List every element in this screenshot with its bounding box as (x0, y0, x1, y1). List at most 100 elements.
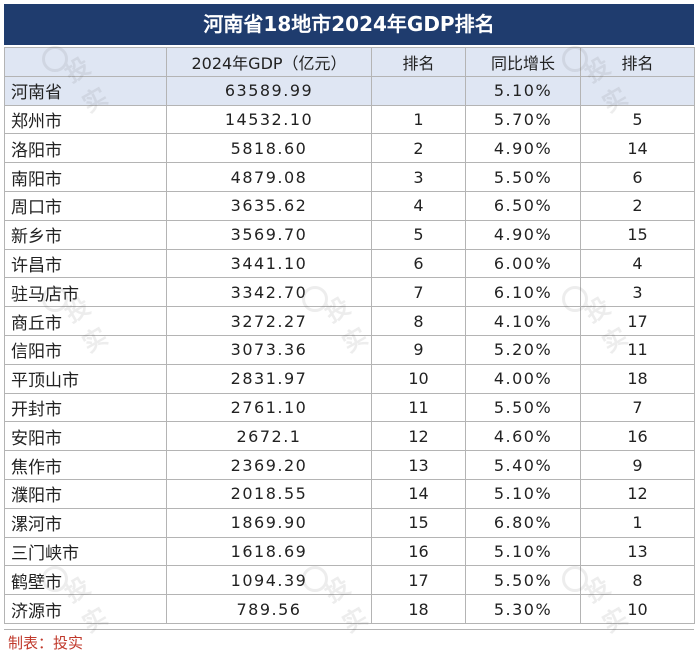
city-gdp-rank: 14 (371, 478, 466, 509)
province-row: 河南省 63589.99 5.10% (4, 75, 695, 106)
city-gdp-rank: 13 (371, 450, 466, 480)
table-row: 漯河市 1869.90 15 6.80% 1 (4, 507, 695, 538)
city-growth-rank: 8 (580, 565, 695, 596)
city-name: 开封市 (4, 392, 167, 423)
city-growth: 5.70% (465, 104, 581, 135)
city-gdp-rank: 7 (371, 277, 466, 308)
city-name: 平顶山市 (4, 363, 167, 394)
city-gdp: 4879.08 (166, 162, 372, 192)
city-gdp: 3441.10 (166, 248, 372, 279)
table-row: 鹤壁市 1094.39 17 5.50% 8 (4, 565, 695, 596)
table-row: 周口市 3635.62 4 6.50% 2 (4, 190, 695, 221)
city-growth-rank: 15 (580, 219, 695, 250)
city-gdp-rank: 9 (371, 334, 466, 365)
city-name: 商丘市 (4, 306, 167, 336)
city-growth: 6.80% (465, 507, 581, 538)
city-gdp-rank: 17 (371, 565, 466, 596)
city-gdp: 14532.10 (166, 104, 372, 135)
city-gdp-rank: 1 (371, 104, 466, 135)
city-growth: 5.10% (465, 478, 581, 509)
city-growth-rank: 13 (580, 536, 695, 567)
province-gdp: 63589.99 (166, 75, 372, 106)
city-gdp: 3342.70 (166, 277, 372, 308)
city-name: 焦作市 (4, 450, 167, 480)
city-growth: 4.60% (465, 421, 581, 452)
table-row: 洛阳市 5818.60 2 4.90% 14 (4, 133, 695, 164)
city-growth: 5.50% (465, 162, 581, 192)
city-growth-rank: 11 (580, 334, 695, 365)
city-growth-rank: 4 (580, 248, 695, 279)
city-name: 南阳市 (4, 162, 167, 192)
table-row: 新乡市 3569.70 5 4.90% 15 (4, 219, 695, 250)
city-gdp-rank: 8 (371, 306, 466, 336)
city-name: 三门峡市 (4, 536, 167, 567)
city-growth-rank: 1 (580, 507, 695, 538)
city-gdp: 3569.70 (166, 219, 372, 250)
table-row: 许昌市 3441.10 6 6.00% 4 (4, 248, 695, 279)
city-gdp: 1869.90 (166, 507, 372, 538)
table-footer: 制表：投实 (4, 629, 694, 653)
city-gdp-rank: 2 (371, 133, 466, 164)
table-header-row: 2024年GDP（亿元） 排名 同比增长 排名 (4, 47, 695, 77)
city-gdp-rank: 4 (371, 190, 466, 221)
city-gdp-rank: 10 (371, 363, 466, 394)
table-row: 驻马店市 3342.70 7 6.10% 3 (4, 277, 695, 308)
header-growth: 同比增长 (465, 47, 581, 77)
city-growth-rank: 10 (580, 594, 695, 624)
table-row: 安阳市 2672.1 12 4.60% 16 (4, 421, 695, 452)
city-growth-rank: 12 (580, 478, 695, 509)
city-name: 郑州市 (4, 104, 167, 135)
city-name: 新乡市 (4, 219, 167, 250)
city-growth-rank: 18 (580, 363, 695, 394)
city-growth-rank: 2 (580, 190, 695, 221)
table-row: 商丘市 3272.27 8 4.10% 17 (4, 306, 695, 336)
city-growth: 6.10% (465, 277, 581, 308)
city-growth: 4.00% (465, 363, 581, 394)
city-growth-rank: 9 (580, 450, 695, 480)
city-name: 洛阳市 (4, 133, 167, 164)
table-row: 平顶山市 2831.97 10 4.00% 18 (4, 363, 695, 394)
city-growth: 5.10% (465, 536, 581, 567)
city-name: 驻马店市 (4, 277, 167, 308)
city-gdp: 3272.27 (166, 306, 372, 336)
city-growth-rank: 7 (580, 392, 695, 423)
city-gdp: 2018.55 (166, 478, 372, 509)
city-name: 周口市 (4, 190, 167, 221)
city-growth: 6.00% (465, 248, 581, 279)
city-gdp: 5818.60 (166, 133, 372, 164)
city-name: 济源市 (4, 594, 167, 624)
city-gdp-rank: 6 (371, 248, 466, 279)
city-name: 鹤壁市 (4, 565, 167, 596)
table-row: 濮阳市 2018.55 14 5.10% 12 (4, 478, 695, 509)
city-growth: 5.40% (465, 450, 581, 480)
city-name: 濮阳市 (4, 478, 167, 509)
province-gdp-rank (371, 75, 466, 106)
table-row: 南阳市 4879.08 3 5.50% 6 (4, 162, 695, 192)
city-gdp: 1094.39 (166, 565, 372, 596)
city-gdp-rank: 11 (371, 392, 466, 423)
city-gdp-rank: 18 (371, 594, 466, 624)
city-gdp: 2831.97 (166, 363, 372, 394)
city-growth-rank: 16 (580, 421, 695, 452)
city-growth: 4.10% (465, 306, 581, 336)
city-gdp: 2672.1 (166, 421, 372, 452)
city-growth: 5.20% (465, 334, 581, 365)
city-growth: 5.50% (465, 392, 581, 423)
header-city (4, 47, 167, 77)
header-growth-rank: 排名 (580, 47, 695, 77)
city-growth: 5.50% (465, 565, 581, 596)
city-gdp-rank: 3 (371, 162, 466, 192)
city-growth: 5.30% (465, 594, 581, 624)
city-gdp: 3635.62 (166, 190, 372, 221)
city-growth-rank: 6 (580, 162, 695, 192)
gdp-ranking-table: 2024年GDP（亿元） 排名 同比增长 排名 河南省 63589.99 5.1… (4, 47, 695, 624)
city-gdp: 2369.20 (166, 450, 372, 480)
table-row: 信阳市 3073.36 9 5.20% 11 (4, 334, 695, 365)
table-row: 郑州市 14532.10 1 5.70% 5 (4, 104, 695, 135)
city-growth-rank: 17 (580, 306, 695, 336)
province-growth-rank (580, 75, 695, 106)
city-gdp-rank: 15 (371, 507, 466, 538)
city-growth: 4.90% (465, 219, 581, 250)
city-gdp: 789.56 (166, 594, 372, 624)
